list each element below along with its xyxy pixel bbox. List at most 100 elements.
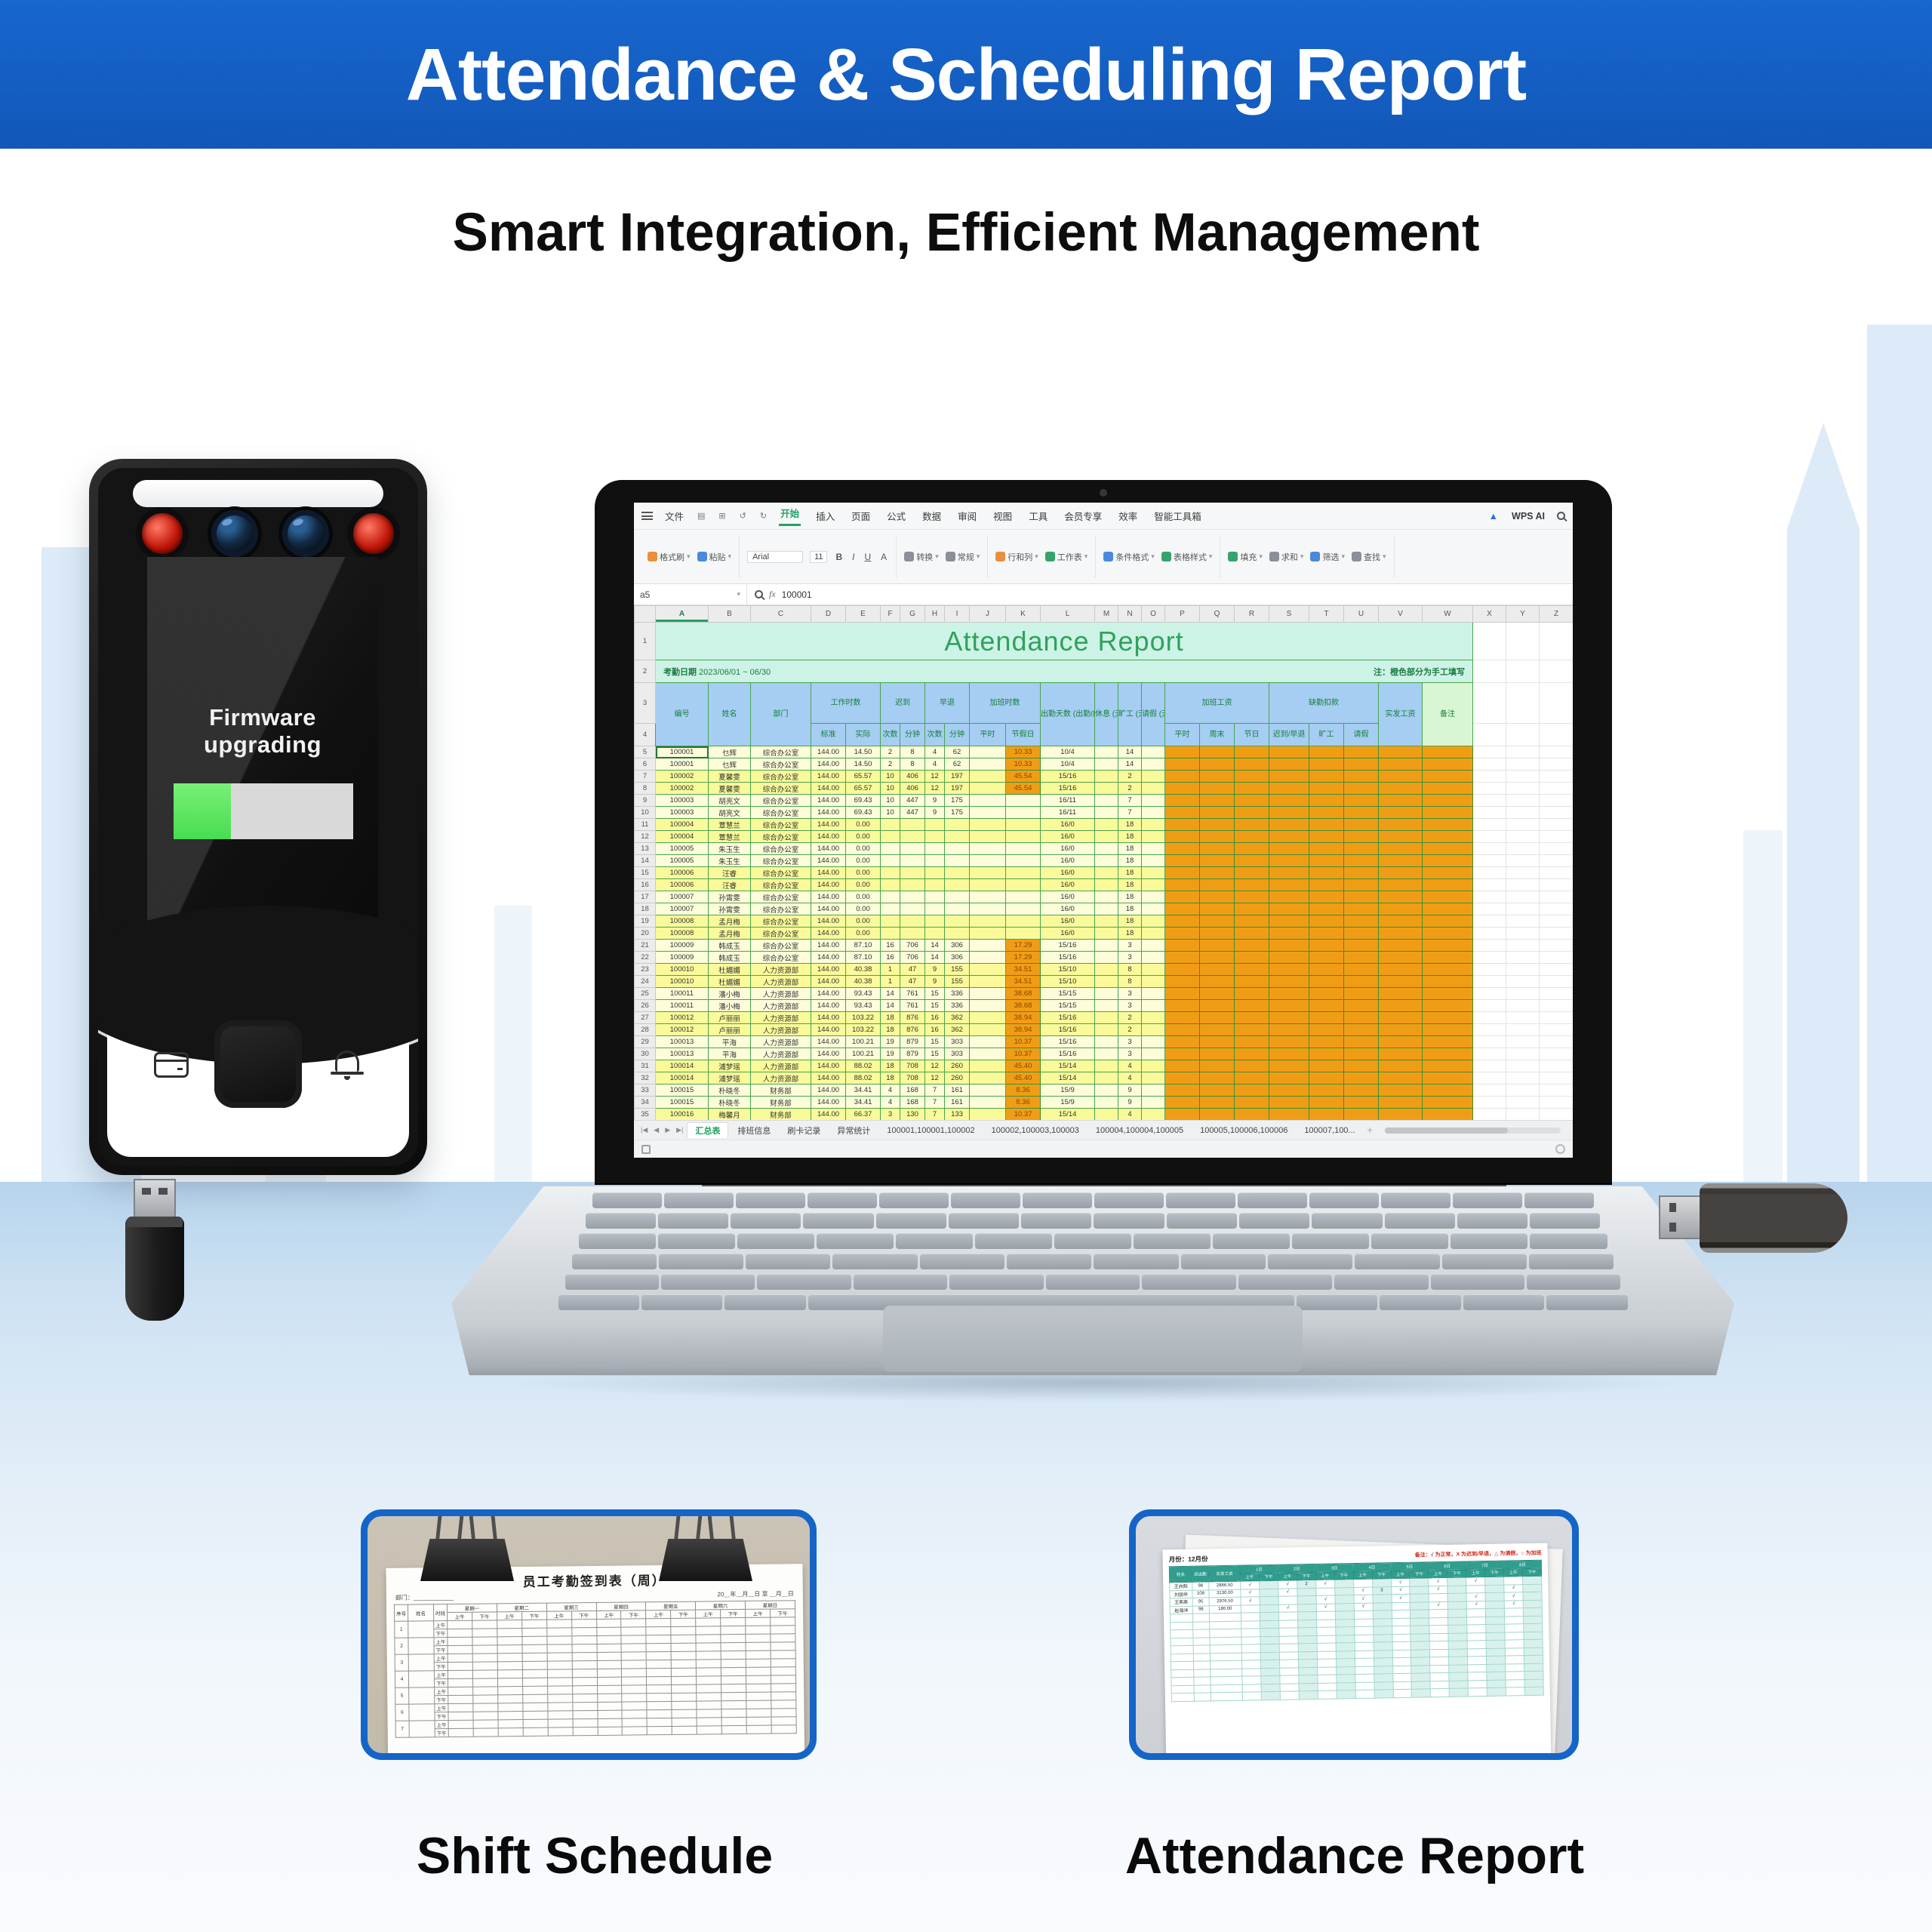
cell[interactable]: 4 xyxy=(1118,1108,1142,1120)
cell[interactable] xyxy=(924,818,945,831)
cell-orange[interactable] xyxy=(1164,903,1200,915)
cell-orange[interactable] xyxy=(1378,987,1423,1000)
bell-icon[interactable] xyxy=(331,1051,364,1075)
cell[interactable]: 潘小梅 xyxy=(708,999,751,1012)
cell-orange[interactable] xyxy=(1234,987,1269,1000)
cell[interactable] xyxy=(969,806,1006,819)
cell[interactable]: 100.21 xyxy=(845,1035,881,1048)
cell-orange[interactable] xyxy=(1234,746,1269,758)
cell[interactable]: 人力资源部 xyxy=(750,1035,811,1048)
cell[interactable]: 155 xyxy=(944,963,970,976)
cell-orange[interactable] xyxy=(1343,975,1379,988)
cell[interactable]: 88.02 xyxy=(845,1072,881,1084)
fingerprint-sensor[interactable] xyxy=(214,1020,302,1108)
cell-orange[interactable] xyxy=(1378,1035,1423,1048)
menu-tab-开始[interactable]: 开始 xyxy=(779,506,801,526)
cell-orange[interactable] xyxy=(1378,939,1423,952)
cell[interactable]: 100.21 xyxy=(845,1048,881,1060)
cell-orange[interactable] xyxy=(1378,1072,1423,1084)
cell[interactable]: 14 xyxy=(880,987,900,1000)
cell-orange[interactable] xyxy=(1378,1048,1423,1060)
cell[interactable]: 3 xyxy=(1118,999,1142,1012)
cell[interactable] xyxy=(944,878,970,891)
cell[interactable]: 15/9 xyxy=(1040,1084,1095,1097)
wps-ai-label[interactable]: WPS AI xyxy=(1512,510,1545,521)
cell-orange[interactable] xyxy=(1269,1035,1309,1048)
row-header-1[interactable]: 1 xyxy=(634,622,656,660)
cell[interactable]: 3 xyxy=(1118,1048,1142,1060)
cell[interactable]: 财务部 xyxy=(750,1096,811,1109)
cell-orange[interactable] xyxy=(1309,1035,1344,1048)
cell[interactable]: 336 xyxy=(944,987,970,1000)
sheet-tab-100004,100004,100005[interactable]: 100004,100004,100005 xyxy=(1095,1125,1184,1135)
cell[interactable]: 乜辉 xyxy=(708,746,751,758)
cell[interactable]: 12 xyxy=(924,782,945,795)
cell-orange[interactable] xyxy=(1422,1072,1473,1084)
cell-orange[interactable] xyxy=(1343,951,1379,964)
row-header-27[interactable]: 27 xyxy=(634,1011,656,1024)
cell[interactable] xyxy=(969,794,1006,807)
cell-orange[interactable] xyxy=(1164,963,1200,976)
cell-orange[interactable] xyxy=(1269,999,1309,1012)
cell[interactable] xyxy=(880,927,900,940)
cell[interactable]: 10/4 xyxy=(1040,746,1095,758)
cell[interactable]: 100008 xyxy=(655,927,709,940)
cell[interactable]: 16/0 xyxy=(1040,903,1095,915)
cell-orange[interactable] xyxy=(1234,830,1269,843)
cell[interactable] xyxy=(1141,878,1165,891)
cell-orange[interactable] xyxy=(1199,866,1235,879)
cell[interactable] xyxy=(900,891,925,903)
cell[interactable]: 16/0 xyxy=(1040,830,1095,843)
cell-orange[interactable] xyxy=(1378,830,1423,843)
cell-orange[interactable] xyxy=(1199,1084,1235,1097)
cell-orange[interactable] xyxy=(1422,1060,1473,1072)
cell-orange[interactable] xyxy=(1164,782,1200,795)
cell[interactable]: 18 xyxy=(1118,927,1142,940)
cell[interactable] xyxy=(944,842,970,855)
cell-orange[interactable] xyxy=(1309,975,1344,988)
cell-orange[interactable] xyxy=(1269,878,1309,891)
cell[interactable]: 260 xyxy=(944,1060,970,1072)
cell[interactable]: 18 xyxy=(880,1023,900,1036)
cell[interactable] xyxy=(900,915,925,928)
cell[interactable]: 综合办公室 xyxy=(750,746,811,758)
cell[interactable]: 综合办公室 xyxy=(750,939,811,952)
cell-orange[interactable] xyxy=(1378,903,1423,915)
cell[interactable]: 65.57 xyxy=(845,782,881,795)
cell[interactable] xyxy=(969,1096,1006,1109)
cell[interactable]: 18 xyxy=(1118,903,1142,915)
cell[interactable]: 144.00 xyxy=(811,1011,846,1024)
cell[interactable]: 10 xyxy=(880,806,900,819)
cell[interactable]: 浦梦瑶 xyxy=(708,1072,751,1084)
cell[interactable]: 1 xyxy=(880,963,900,976)
cell-orange[interactable] xyxy=(1422,975,1473,988)
column-header-X[interactable]: X xyxy=(1472,605,1506,623)
cell[interactable]: 761 xyxy=(900,987,925,1000)
cell[interactable] xyxy=(1141,939,1165,952)
cell[interactable]: 100004 xyxy=(655,818,709,831)
cell-orange[interactable] xyxy=(1234,854,1269,867)
cell[interactable] xyxy=(1005,903,1041,915)
cell[interactable]: 孟月梅 xyxy=(708,915,751,928)
cell-orange[interactable] xyxy=(1343,1035,1379,1048)
format-u-button[interactable]: U xyxy=(864,551,872,562)
cell[interactable] xyxy=(1005,818,1041,831)
menu-tab-页面[interactable]: 页面 xyxy=(851,512,871,522)
cell[interactable]: 15 xyxy=(924,987,945,1000)
cell[interactable]: 100010 xyxy=(655,975,709,988)
cell[interactable] xyxy=(1141,915,1165,928)
cell[interactable] xyxy=(880,891,900,903)
cell[interactable] xyxy=(1094,1023,1118,1036)
cell-orange[interactable] xyxy=(1309,927,1344,940)
cell[interactable]: 15/10 xyxy=(1040,975,1095,988)
cell[interactable]: 10 xyxy=(880,782,900,795)
cell[interactable]: 144.00 xyxy=(811,915,846,928)
cell[interactable]: 18 xyxy=(1118,866,1142,879)
cell-orange[interactable] xyxy=(1309,1011,1344,1024)
column-header-A[interactable]: A xyxy=(655,605,709,623)
cell[interactable] xyxy=(969,903,1006,915)
cell-orange[interactable] xyxy=(1378,1108,1423,1120)
cell[interactable] xyxy=(969,915,1006,928)
cell-orange[interactable] xyxy=(1269,1072,1309,1084)
cell-orange[interactable] xyxy=(1234,842,1269,855)
